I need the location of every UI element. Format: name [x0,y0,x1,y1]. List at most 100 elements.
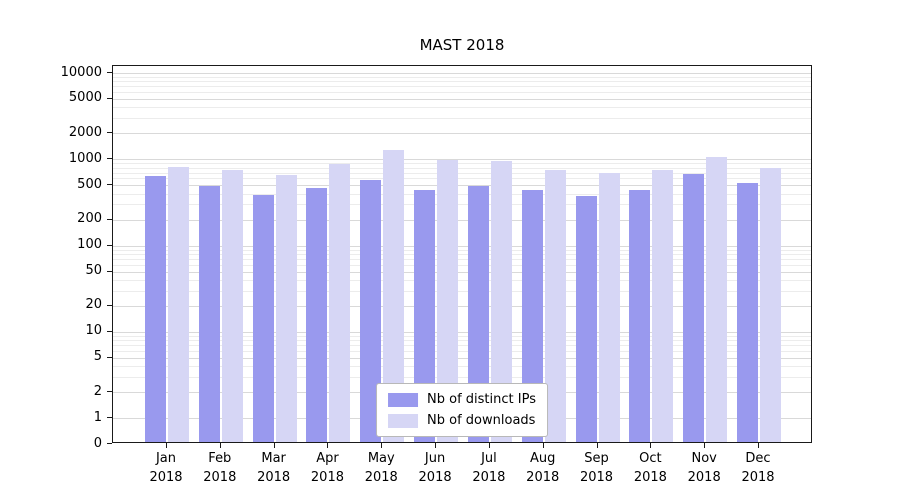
bar-distinct-ips [252,194,274,442]
legend-swatch-downloads [388,413,419,428]
y-tick-label: 0 [93,435,102,451]
y-tick-label: 50 [85,263,102,279]
x-tick-label: Aug 2018 [526,451,560,485]
x-tick-label: Sep 2018 [579,451,614,485]
x-tick-mark [166,443,167,448]
bar-downloads [598,172,620,442]
x-tick-mark [273,443,275,448]
major-gridline [113,219,811,221]
legend-item-downloads: Nb of downloads [388,413,536,428]
x-tick-label: Jul 2018 [472,451,506,485]
x-tick-label: Feb 2018 [203,451,237,485]
bar-downloads [760,167,781,442]
y-tick-mark [107,304,112,306]
minor-gridline [113,172,811,174]
y-tick-mark [107,244,112,246]
bar-downloads [706,156,728,442]
bar-distinct-ips [145,176,166,442]
minor-gridline [113,366,811,368]
bar-downloads [652,170,674,442]
x-tick-label: Jan 2018 [149,451,183,485]
minor-gridline [113,340,811,342]
y-tick-mark [107,417,112,419]
minor-gridline [113,258,811,260]
major-gridline [113,357,811,359]
y-tick-label: 10 [85,323,102,339]
legend: Nb of distinct IPs Nb of downloads [376,383,548,437]
x-tick-mark [435,443,437,448]
legend-label-downloads: Nb of downloads [427,413,536,428]
bar-distinct-ips [629,189,651,442]
bar-downloads [168,166,189,442]
bar-downloads [437,159,459,442]
major-gridline [113,271,811,273]
minor-gridline [113,279,811,281]
bar-downloads [490,161,512,442]
bar-distinct-ips [467,186,489,442]
bar-distinct-ips [575,195,597,442]
x-tick-mark [488,443,490,448]
y-tick-mark [107,158,112,160]
x-tick-label: Dec 2018 [741,451,775,485]
minor-gridline [113,290,811,292]
x-tick-mark [704,443,706,448]
legend-swatch-distinct-ips [388,392,419,407]
minor-gridline [113,376,811,378]
x-tick-label: May 2018 [364,451,398,485]
bar-downloads [329,164,351,442]
major-gridline [113,245,811,247]
minor-gridline [113,345,811,347]
x-tick-mark [219,443,221,448]
y-tick-label: 10000 [60,64,102,80]
minor-gridline [113,249,811,251]
major-gridline [113,159,811,161]
x-tick-label: Mar 2018 [257,451,291,485]
minor-gridline [113,81,811,83]
bar-distinct-ips [737,182,758,442]
y-tick-mark [107,391,112,393]
bar-downloads [544,170,566,442]
y-tick-mark [107,356,112,358]
minor-gridline [113,76,811,78]
x-tick-mark [327,443,329,448]
y-tick-mark [107,72,112,73]
x-tick-mark [758,443,759,448]
y-tick-mark [107,218,112,220]
bar-distinct-ips [360,180,382,442]
major-gridline [113,331,811,333]
y-tick-label: 2 [93,383,102,399]
y-tick-mark [107,330,112,332]
x-tick-mark [650,443,652,448]
bar-distinct-ips [414,189,436,442]
minor-gridline [113,204,811,206]
x-tick-mark [542,443,544,448]
y-tick-label: 1 [93,409,102,425]
bar-downloads [383,150,405,442]
bar-distinct-ips [198,186,220,442]
y-tick-label: 5000 [68,90,102,106]
major-gridline [113,133,811,135]
legend-label-distinct-ips: Nb of distinct IPs [427,392,536,407]
bar-downloads [221,170,243,442]
bar-distinct-ips [306,188,328,442]
y-tick-label: 1000 [68,150,102,166]
x-tick-label: Apr 2018 [310,451,344,485]
x-tick-mark [596,443,598,448]
y-tick-mark [107,132,112,134]
y-tick-label: 2000 [68,124,102,140]
major-gridline [113,185,811,187]
minor-gridline [113,92,811,94]
x-tick-mark [381,443,383,448]
minor-gridline [113,264,811,266]
x-tick-label: Jun 2018 [418,451,452,485]
minor-gridline [113,253,811,255]
y-tick-label: 500 [77,176,102,192]
minor-gridline [113,178,811,180]
y-tick-label: 200 [77,211,102,227]
minor-gridline [113,107,811,109]
y-tick-mark [107,97,112,99]
major-gridline [113,98,811,100]
legend-item-distinct-ips: Nb of distinct IPs [388,392,536,407]
chart-title: MAST 2018 [419,36,505,54]
